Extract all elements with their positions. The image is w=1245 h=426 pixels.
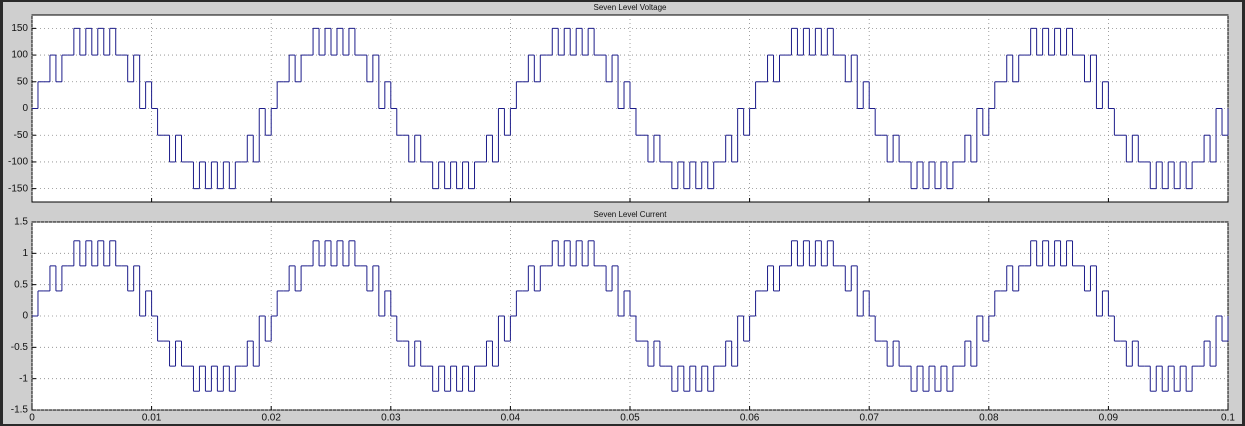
x-tick-label: 0.04 [501,413,521,424]
y-tick-label: -100 [8,157,28,168]
x-tick-label: 0.07 [859,413,879,424]
y-tick-label: -50 [14,130,29,141]
y-tick-label: 0.5 [14,279,28,290]
y-tick-label: 150 [11,23,28,34]
y-tick-label: 1.5 [14,217,28,228]
y-tick-label: 50 [17,76,29,87]
y-tick-label: -1 [19,373,28,384]
y-tick-label: -0.5 [11,342,29,353]
x-tick-label: 0.01 [142,413,162,424]
y-tick-label: 0 [22,103,28,114]
x-tick-label: 0.02 [261,413,281,424]
x-tick-label: 0.06 [740,413,760,424]
x-tick-label: 0.03 [381,413,401,424]
chart-title: Seven Level Current [594,210,668,219]
chart-title: Seven Level Voltage [594,3,667,12]
waveform [32,27,1229,190]
y-tick-label: 100 [11,50,28,61]
x-tick-label: 0.09 [1099,413,1119,424]
waveform [32,240,1229,392]
y-tick-label: 0 [22,311,28,322]
y-tick-label: 1 [22,248,28,259]
x-tick-label: 0.05 [620,413,640,424]
x-tick-label: 0.08 [979,413,999,424]
x-tick-label: 0 [29,413,35,424]
y-tick-label: -1.5 [11,405,29,416]
y-tick-label: -150 [8,183,28,194]
x-tick-label: 0.1 [1221,413,1235,424]
